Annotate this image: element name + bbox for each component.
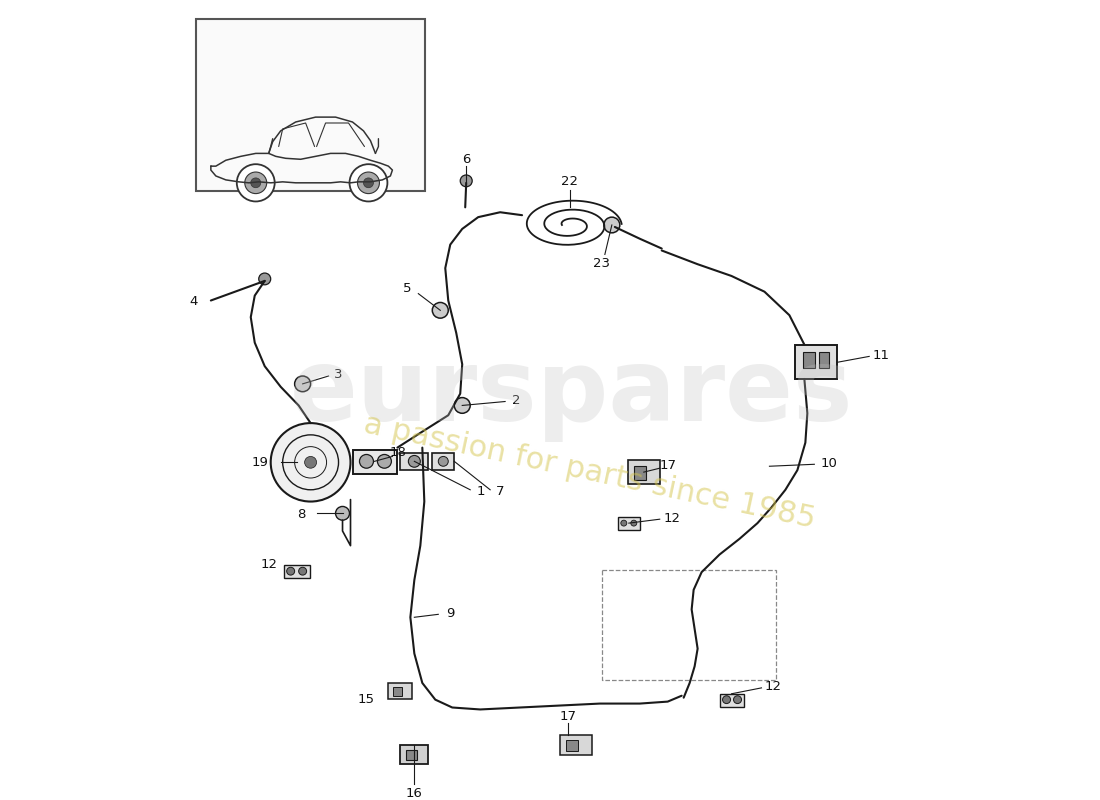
- Bar: [406, 750, 417, 761]
- Circle shape: [620, 520, 627, 526]
- Text: 4: 4: [189, 295, 198, 308]
- Text: 7: 7: [496, 486, 505, 498]
- Text: 17: 17: [659, 458, 676, 472]
- Text: 2: 2: [512, 394, 520, 407]
- Text: 12: 12: [261, 558, 277, 571]
- Circle shape: [336, 506, 350, 520]
- Bar: [284, 566, 309, 578]
- Circle shape: [258, 273, 271, 285]
- Text: 17: 17: [560, 710, 576, 723]
- Text: eurspares: eurspares: [290, 345, 854, 442]
- Text: 16: 16: [406, 787, 422, 800]
- Circle shape: [734, 696, 741, 703]
- Bar: [820, 353, 829, 368]
- Text: 10: 10: [821, 457, 838, 470]
- Bar: [388, 683, 412, 698]
- Circle shape: [723, 696, 730, 703]
- Circle shape: [295, 376, 310, 392]
- Circle shape: [350, 164, 387, 202]
- Text: 19: 19: [252, 456, 268, 469]
- Text: 18: 18: [389, 446, 407, 459]
- Bar: [602, 570, 777, 680]
- Text: 9: 9: [447, 607, 454, 620]
- Text: 11: 11: [872, 349, 890, 362]
- Text: 6: 6: [462, 153, 471, 166]
- Circle shape: [377, 454, 392, 468]
- Circle shape: [245, 172, 266, 194]
- Circle shape: [360, 454, 373, 468]
- Text: a passion for parts since 1985: a passion for parts since 1985: [362, 410, 818, 534]
- Text: 8: 8: [297, 508, 306, 521]
- Bar: [634, 466, 646, 480]
- Text: 12: 12: [663, 512, 680, 525]
- Circle shape: [271, 423, 351, 502]
- Circle shape: [363, 178, 373, 188]
- Circle shape: [358, 172, 379, 194]
- Circle shape: [432, 302, 449, 318]
- Bar: [628, 460, 660, 484]
- Circle shape: [604, 217, 619, 233]
- Bar: [803, 353, 815, 368]
- Circle shape: [305, 457, 317, 468]
- Bar: [400, 453, 428, 470]
- Circle shape: [630, 520, 637, 526]
- Bar: [432, 453, 454, 470]
- Circle shape: [460, 175, 472, 186]
- Text: 5: 5: [403, 282, 411, 295]
- Bar: [394, 687, 403, 696]
- Bar: [400, 745, 428, 764]
- Text: 1: 1: [477, 486, 485, 498]
- Bar: [618, 518, 640, 530]
- Text: 3: 3: [334, 367, 343, 381]
- Bar: [566, 740, 578, 750]
- Circle shape: [408, 455, 420, 467]
- Circle shape: [454, 398, 470, 414]
- Circle shape: [287, 567, 295, 575]
- Bar: [719, 694, 744, 706]
- Bar: [196, 19, 426, 190]
- Circle shape: [298, 567, 307, 575]
- Text: 22: 22: [561, 175, 579, 188]
- Circle shape: [236, 164, 275, 202]
- Text: 12: 12: [764, 681, 782, 694]
- Bar: [795, 345, 837, 379]
- Bar: [560, 735, 592, 754]
- Text: 15: 15: [358, 693, 374, 706]
- Bar: [352, 450, 397, 474]
- Text: 23: 23: [593, 257, 611, 270]
- Circle shape: [438, 457, 449, 466]
- Circle shape: [251, 178, 261, 188]
